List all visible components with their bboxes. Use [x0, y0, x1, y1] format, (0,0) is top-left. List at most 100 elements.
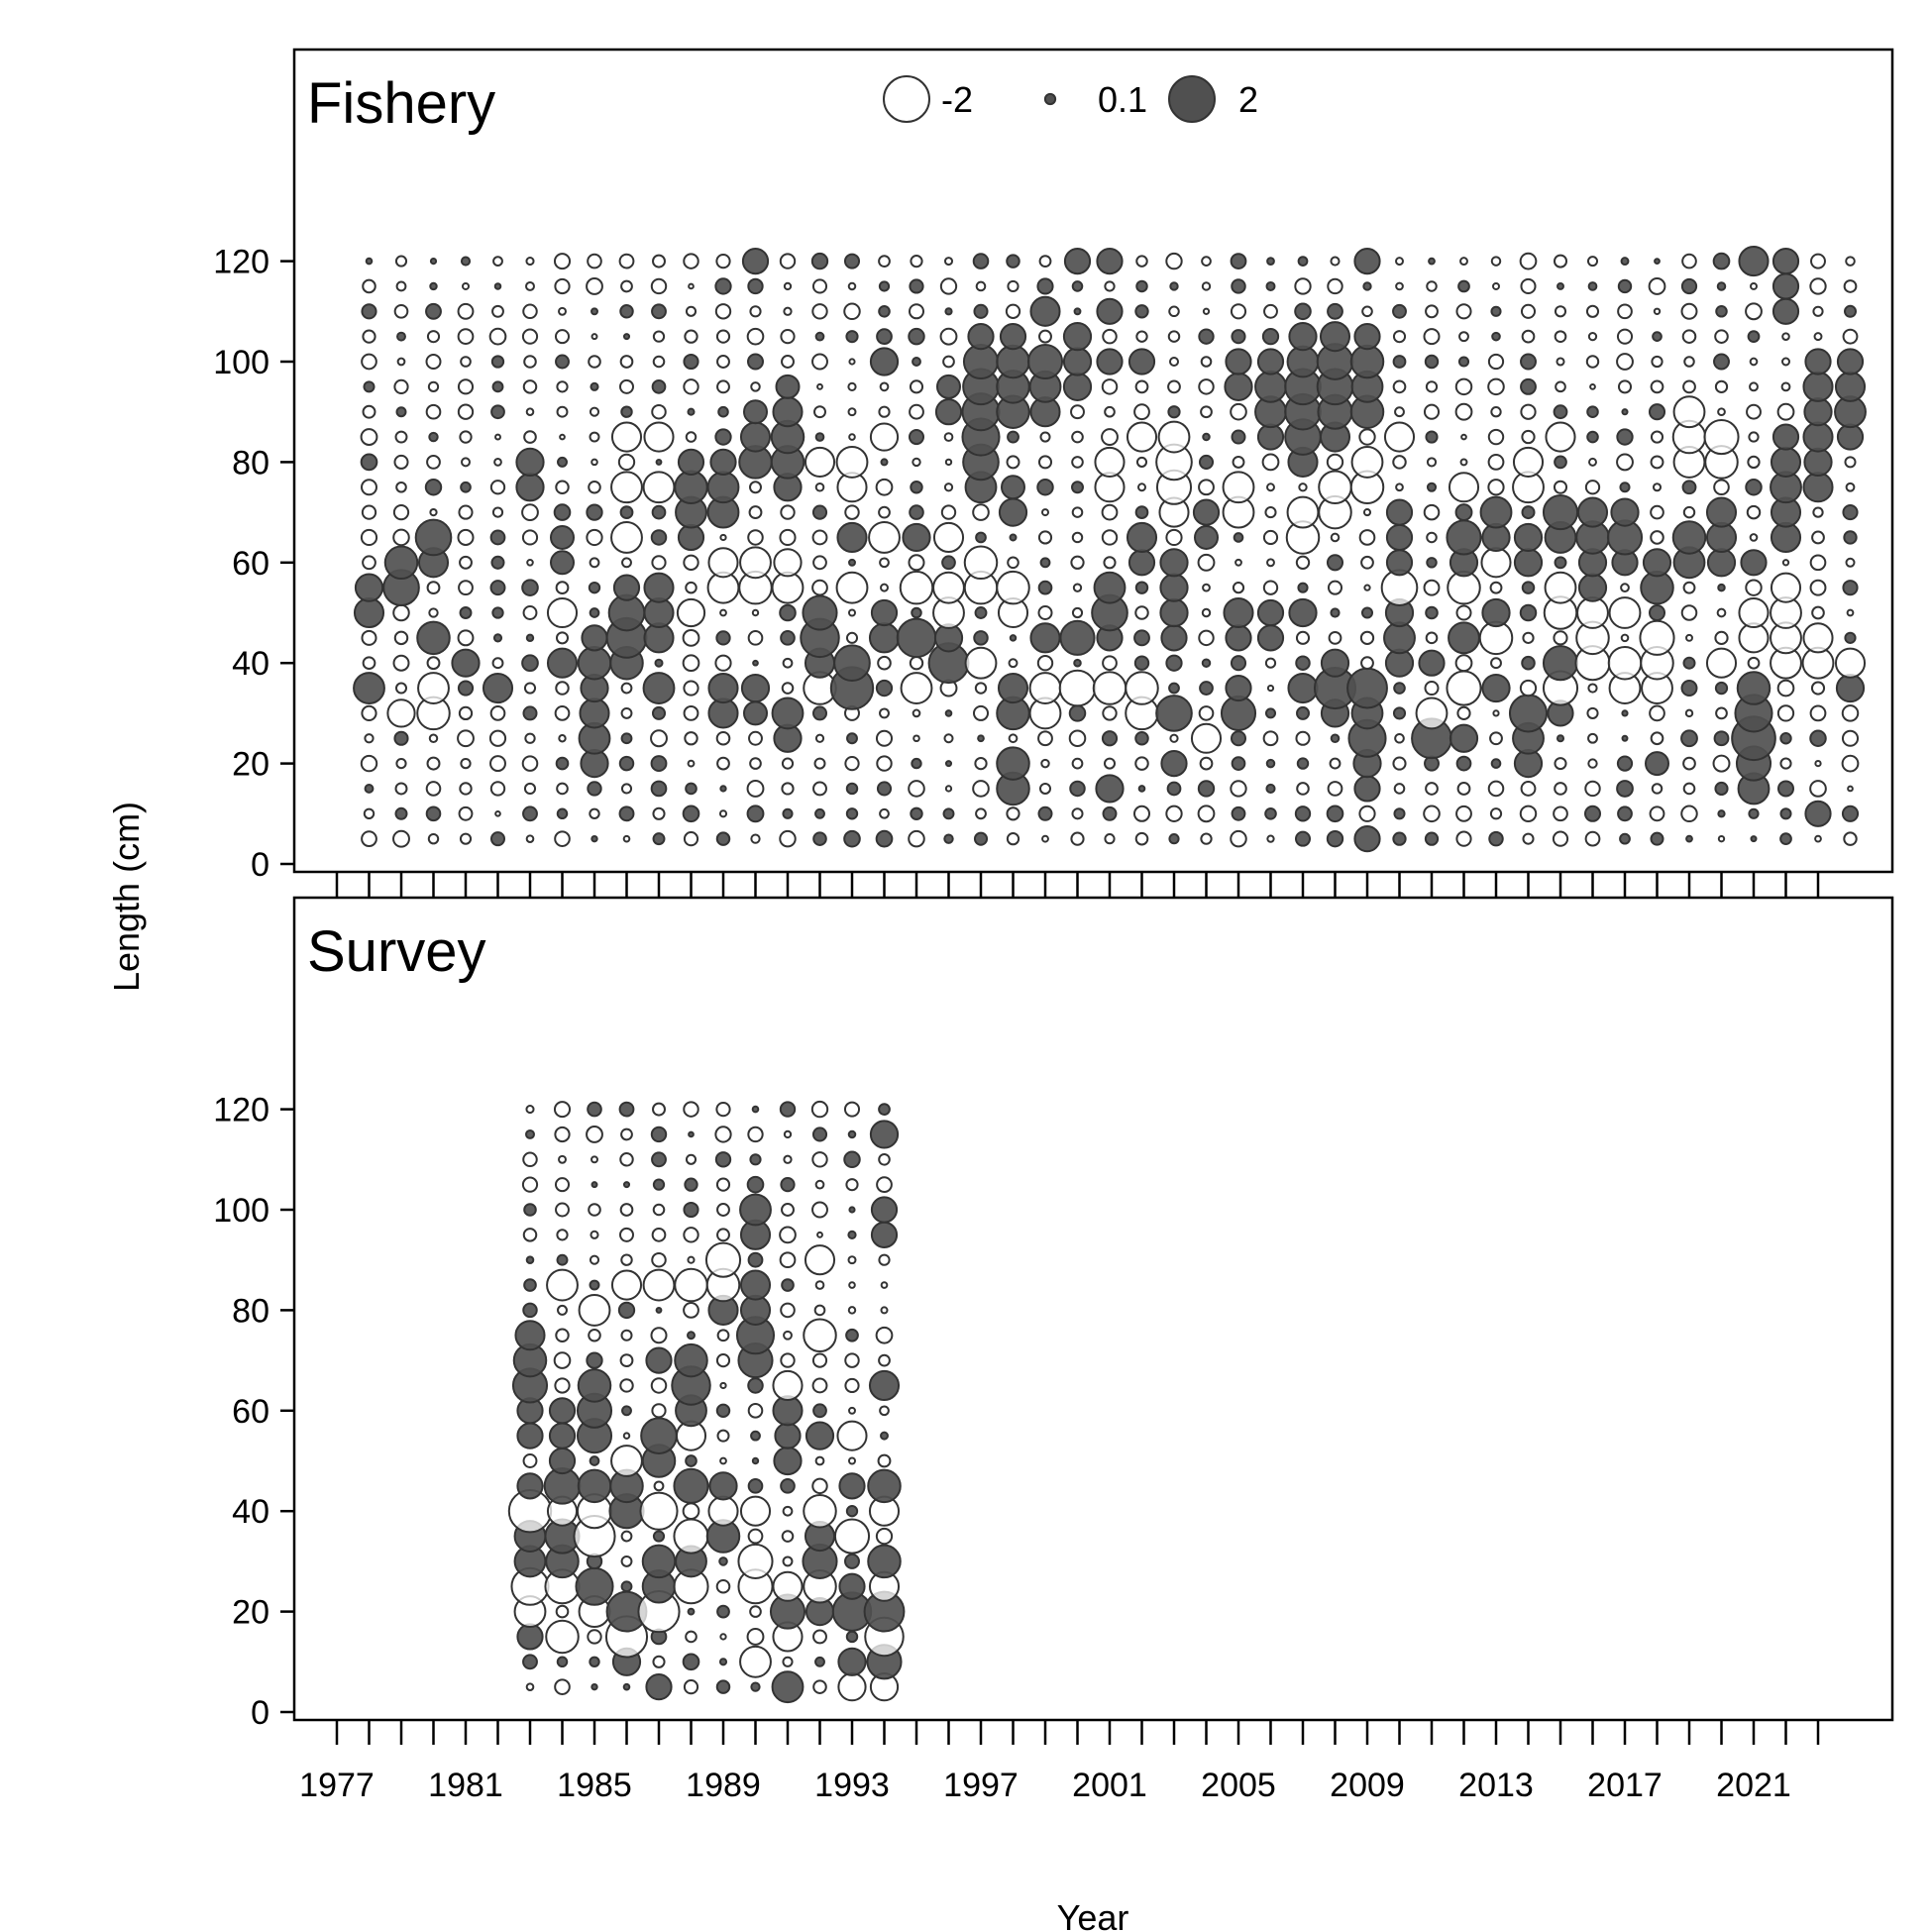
fishery-bubble [1327, 302, 1343, 320]
fishery-bubble [1803, 397, 1833, 427]
survey-bubble [651, 1251, 667, 1268]
fishery-bubble [1392, 355, 1407, 369]
fishery-bubble [1234, 558, 1242, 567]
fishery-bubble [932, 521, 965, 554]
fishery-bubble [1713, 730, 1730, 747]
fishery-bubble [683, 554, 699, 571]
fishery-bubble [587, 781, 602, 797]
survey-bubble [780, 1352, 796, 1368]
survey-bubble [650, 1377, 668, 1394]
fishery-bubble [457, 302, 475, 320]
survey-bubble [714, 1126, 732, 1143]
fishery-bubble [1287, 673, 1319, 704]
fishery-bubble [1168, 682, 1180, 695]
survey-bubble [845, 1328, 859, 1342]
survey-bubble [610, 1445, 643, 1477]
fishery-bubble [1650, 455, 1664, 470]
fishery-bubble [1487, 377, 1505, 396]
fishery-bubble [939, 277, 958, 295]
fishery-bubble [1330, 733, 1341, 744]
fishery-bubble [414, 518, 453, 557]
fishery-bubble [655, 458, 663, 466]
fishery-bubble [1168, 833, 1180, 845]
fishery-bubble [1781, 332, 1790, 341]
fishery-bubble [1424, 354, 1440, 370]
fishery-bubble [459, 832, 473, 845]
fishery-bubble [813, 405, 826, 419]
fishery-bubble [1353, 775, 1381, 803]
fishery-bubble [1428, 257, 1436, 266]
survey-bubble [878, 1253, 891, 1266]
survey-bubble [811, 1352, 828, 1368]
fishery-bubble [1197, 780, 1216, 798]
fishery-bubble [1844, 456, 1857, 469]
fishery-bubble [812, 555, 827, 571]
fishery-bubble [1621, 709, 1629, 717]
survey-bubble [685, 1153, 698, 1165]
survey-bubble [838, 1572, 866, 1600]
fishery-bubble [1843, 831, 1858, 846]
survey-bubble [879, 1405, 890, 1417]
fishery-bubble [1457, 279, 1470, 293]
survey-bubble [751, 1105, 760, 1114]
fishery-bubble [816, 382, 823, 390]
survey-bubble [878, 1103, 891, 1116]
fishery-bubble [619, 505, 634, 520]
fishery-bubble [1586, 430, 1599, 444]
fishery-bubble [1169, 733, 1179, 743]
y-axis-title: Length (cm) [106, 802, 147, 992]
survey-bubble [782, 1656, 794, 1667]
fishery-bubble [1230, 730, 1247, 747]
fishery-bubble [1714, 630, 1729, 645]
survey-bubble [812, 1403, 827, 1419]
fishery-bubble [1166, 781, 1182, 797]
fishery-bubble [1804, 800, 1832, 827]
survey-bubble [622, 1682, 631, 1691]
fishery-bubble [1802, 421, 1834, 453]
fishery-bubble [1041, 834, 1049, 843]
fishery-bubble [650, 780, 668, 798]
fishery-bubble [1519, 805, 1538, 823]
fishery-bubble [751, 608, 760, 617]
fishery-bubble [1650, 530, 1664, 545]
fishery-bubble [1103, 556, 1117, 570]
survey-bubble [652, 1655, 666, 1668]
fishery-bubble [525, 407, 535, 416]
x-tick-label: 1993 [814, 1767, 890, 1804]
survey-bubble [590, 1155, 598, 1164]
fishery-bubble [361, 353, 377, 371]
fishery-bubble [1295, 630, 1311, 645]
fishery-bubble [1589, 382, 1596, 390]
fishery-bubble [1836, 348, 1865, 376]
survey-bubble [773, 1446, 803, 1476]
fishery-bubble [522, 303, 538, 320]
fishery-bubble [1008, 658, 1019, 669]
fishery-y-tick-label: 20 [232, 746, 269, 784]
fishery-bubble [1385, 498, 1414, 526]
fishery-bubble [739, 546, 772, 580]
fishery-bubble [460, 256, 472, 267]
fishery-bubble [1198, 378, 1215, 395]
fishery-bubble [610, 471, 643, 504]
fishery-bubble [879, 557, 890, 569]
survey-y-axis: 0 20 40 60 80 100 120 [213, 1092, 294, 1732]
fishery-bubble [1134, 605, 1149, 620]
survey-bubble [838, 1472, 866, 1500]
survey-bubble [553, 1351, 572, 1369]
fishery-bubble [1134, 379, 1149, 394]
fishery-bubble [1481, 597, 1511, 628]
fishery-bubble [1256, 348, 1285, 376]
fishery-bubble [1262, 580, 1279, 595]
fishery-bubble [1137, 483, 1146, 492]
fishery-bubble [1425, 380, 1439, 393]
fishery-bubble [651, 303, 667, 320]
fishery-bubble [1222, 471, 1255, 504]
survey-bubble [848, 1406, 856, 1415]
fishery-bubble [908, 429, 925, 446]
fishery-bubble [773, 548, 803, 578]
fishery-bubble [643, 572, 675, 603]
fishery-bubble [426, 656, 441, 671]
legend: -2 0.1 2 [883, 75, 1258, 123]
survey-bubble [716, 1429, 730, 1443]
fishery-bubble [394, 430, 408, 444]
